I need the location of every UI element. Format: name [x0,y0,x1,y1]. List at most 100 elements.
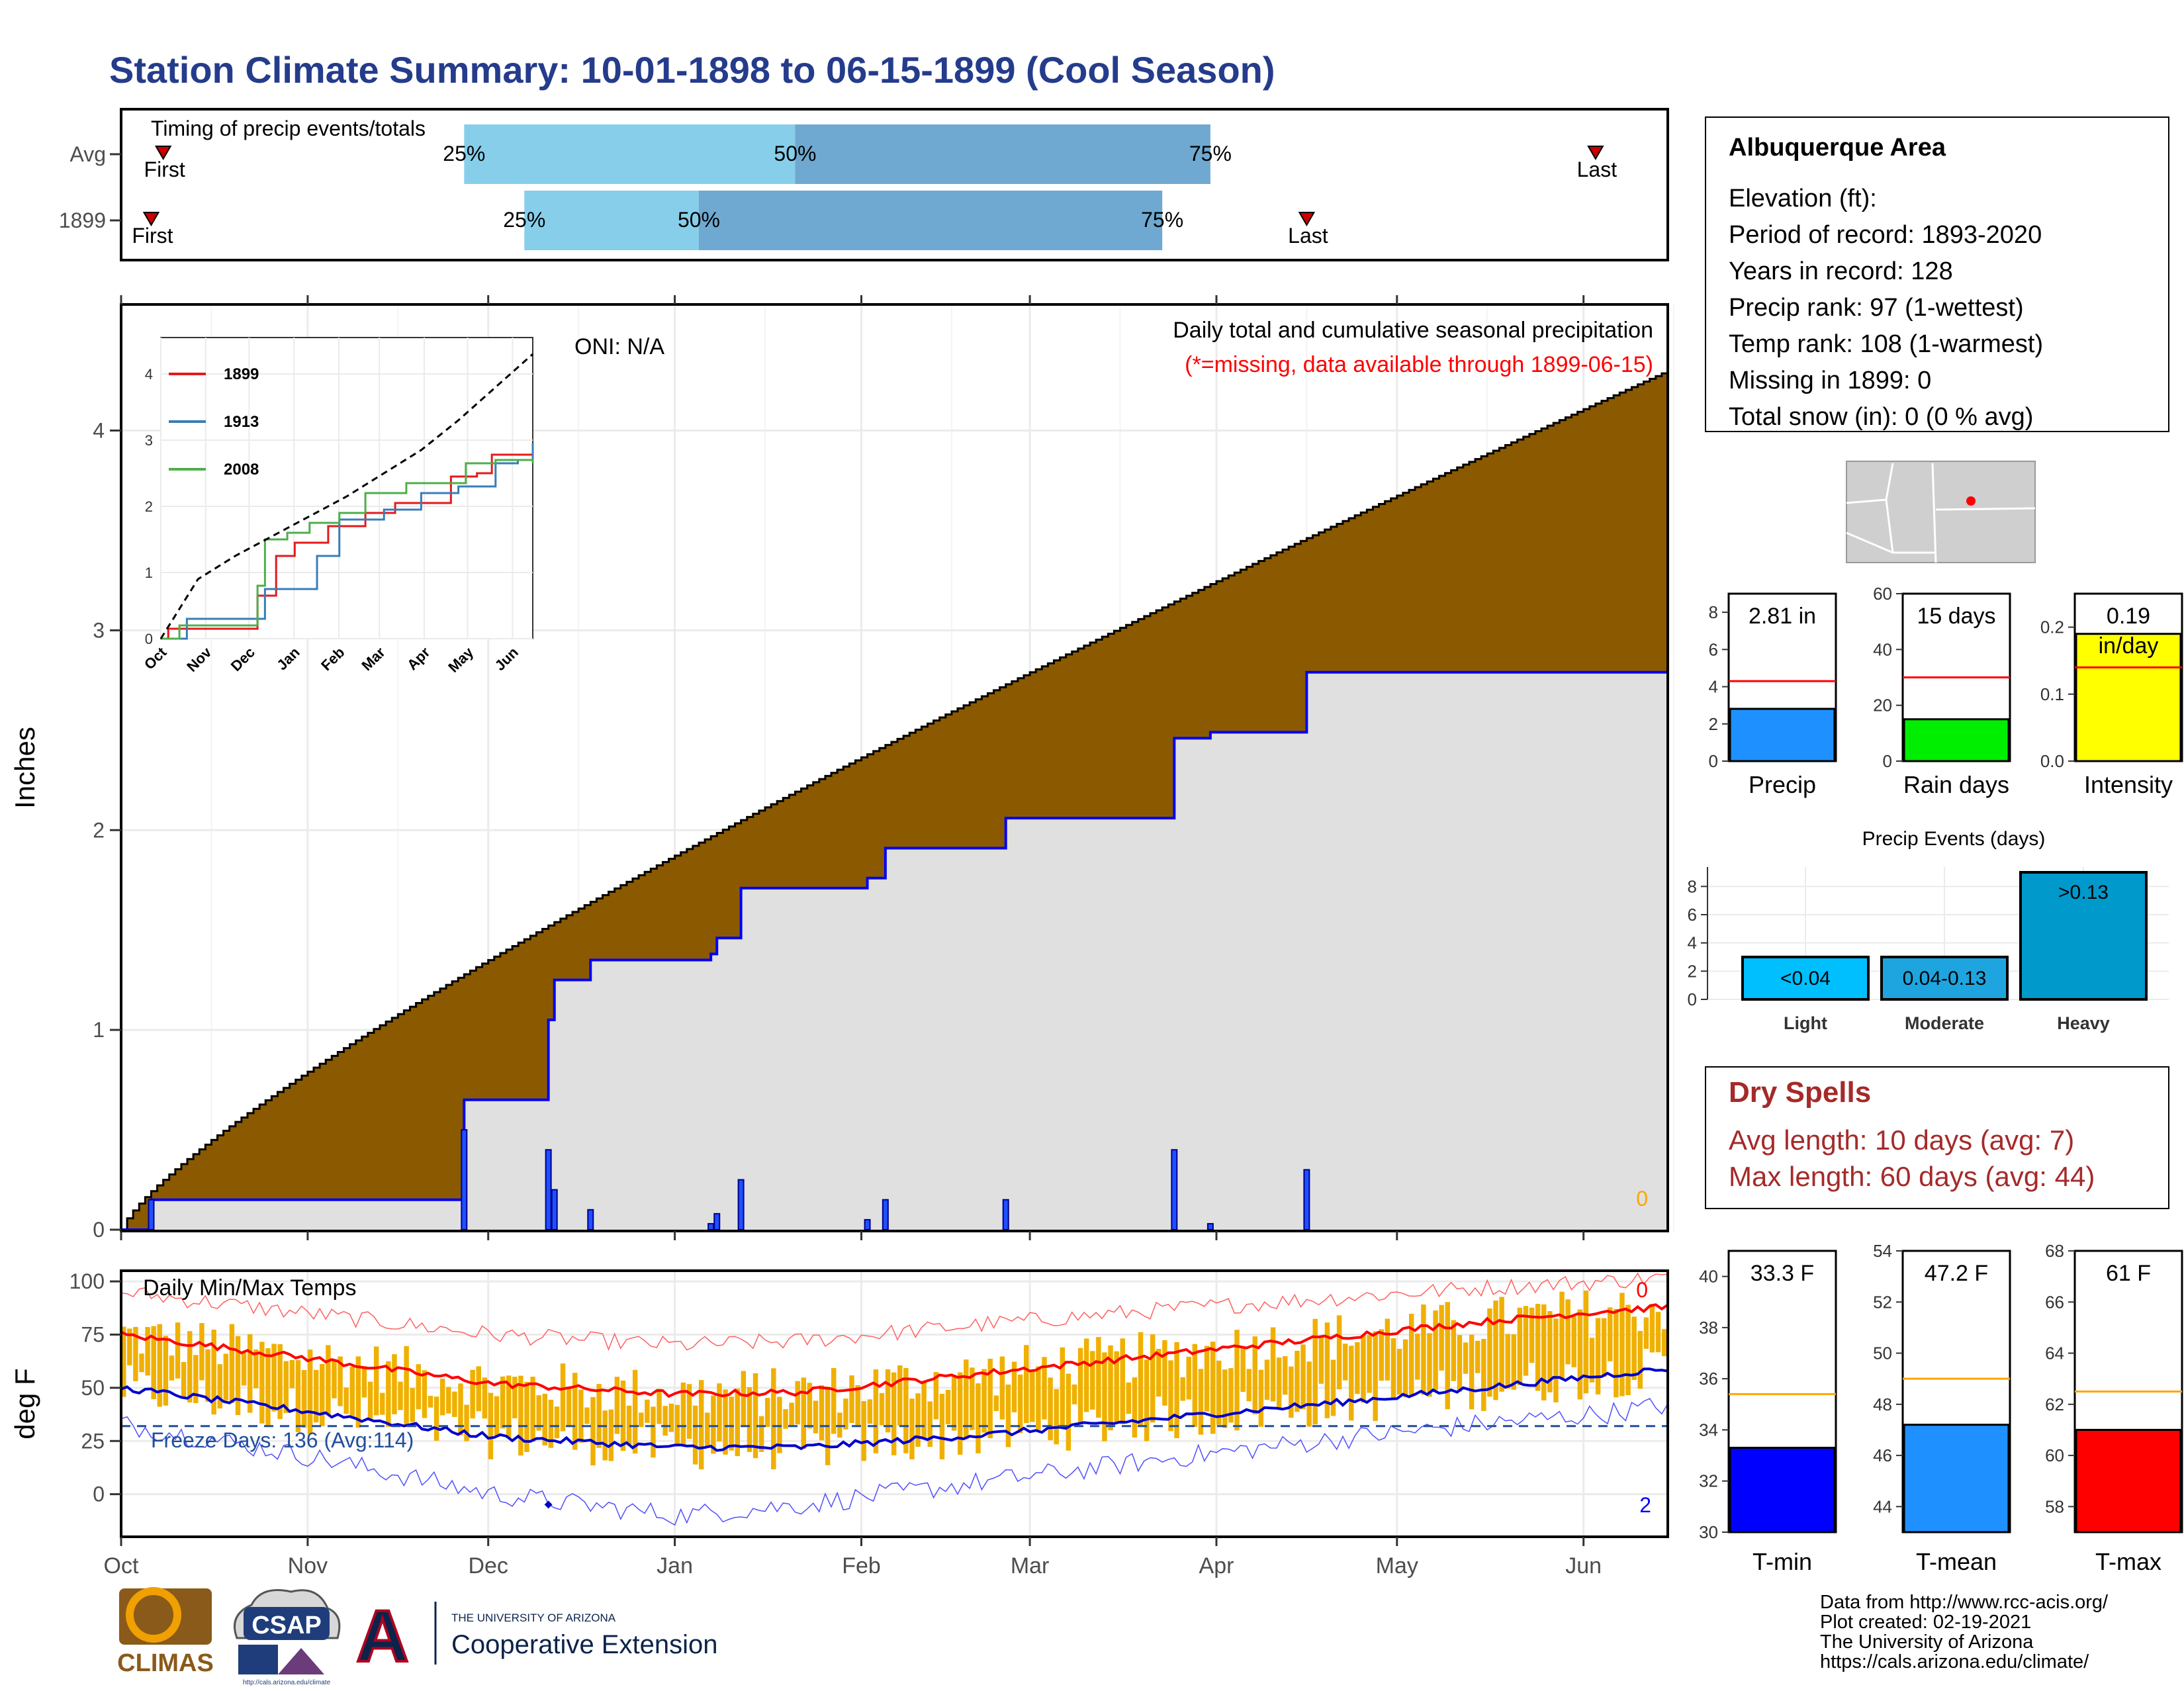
daily-temp-bar [1162,1340,1167,1406]
summary-panel-name: T-mean [1916,1548,1997,1575]
temp-lines [120,1272,1669,1526]
daily-temp-bars [121,1290,1667,1470]
precip-y-axis-label: Inches [9,727,40,809]
daily-temp-bar [392,1354,397,1414]
page-title: Station Climate Summary: 10-01-1898 to 0… [109,49,1275,91]
daily-temp-bar [271,1344,277,1412]
daily-temp-bar [506,1375,512,1438]
daily-temp-bar [1324,1322,1330,1418]
daily-temp-bar [1661,1329,1667,1357]
info-frame [1705,116,2169,432]
daily-temp-bar [729,1396,734,1451]
events-category-label: Heavy [2057,1013,2110,1033]
daily-precip-bar [1206,1222,1214,1231]
inset-y-tick-label: 4 [145,366,153,383]
summary-panel-y-tick-label: 68 [2045,1241,2064,1261]
daily-temp-bar [1156,1348,1161,1397]
daily-temp-bar [1481,1338,1486,1411]
daily-temp-bar [1571,1316,1576,1367]
summary-panel-name: Intensity [2084,771,2173,798]
timing-first-marker [154,146,172,160]
daily-temp-bar [283,1361,289,1413]
daily-temp-bar [1252,1336,1258,1415]
summary-panel-y-tick-label: 36 [1699,1369,1718,1389]
events-y-tick-label: 6 [1688,905,1697,925]
daily-temp-bar [1306,1361,1312,1427]
daily-temp-bar [1102,1352,1107,1441]
temp-y-tick-label: 25 [81,1429,105,1453]
daily-precip-bar [1303,1169,1310,1231]
daily-temp-bar [957,1372,963,1455]
inset-series-1899 [161,453,534,640]
daily-temp-bar [289,1359,295,1389]
temp-summary-panels: 30 32 34 36 38 40 33.3 F T-min 44 46 48 50 52 54 47.2 … [1699,1241,2183,1575]
precip-events-chart: Precip Events (days) 0 2 4 6 8 <0.04 Light 0.04-… [1688,828,2169,1033]
daily-temp-bar [211,1330,216,1415]
summary-panel-y-tick-label: 66 [2045,1292,2064,1312]
daily-temp-bar [1174,1342,1179,1439]
daily-temp-bar [1499,1297,1504,1392]
daily-temp-bar [175,1322,181,1379]
daily-temp-bar [909,1398,915,1460]
timing-bar-50-75 [698,191,1163,250]
daily-temp-bar [1144,1359,1150,1441]
daily-temp-bar [626,1405,632,1446]
daily-temp-bar [422,1370,428,1418]
daily-temp-bar [1270,1327,1276,1402]
daily-temp-bar [1138,1332,1144,1426]
summary-panel-name: T-max [2095,1548,2161,1575]
events-category-label: Moderate [1905,1013,1984,1033]
daily-temp-bar [1565,1299,1570,1365]
climas-logo-text: CLIMAS [117,1649,214,1677]
daily-temp-bar [512,1377,518,1418]
info-line-missing: Missing in 1899: 0 [1729,367,1931,394]
avg-max-line [120,1303,1669,1398]
daily-temp-bar [1421,1304,1426,1395]
daily-temp-bar [1042,1357,1047,1420]
summary-panel-bar [1903,718,2010,762]
ua-a-letter: A [356,1596,408,1677]
daily-temp-bar [1361,1334,1366,1403]
csap-logo-text: CSAP [251,1612,322,1639]
daily-temp-bar [1390,1338,1396,1398]
timing-row-label: 1899 [59,208,106,232]
daily-temp-bar [1553,1318,1559,1402]
month-label-Dec: Dec [468,1553,508,1578]
daily-temp-bar [1342,1344,1348,1381]
temp-chart: 0 25 50 75 100 Oct Nov Dec Jan Feb Mar Apr May Jun de… [9,1269,1669,1578]
daily-temp-bar [1608,1307,1613,1361]
temp-y-axis-label: deg F [9,1368,40,1439]
dry-spells-frame [1705,1066,2169,1209]
daily-temp-bar [1541,1304,1547,1400]
summary-panel-y-tick-label: 4 [1709,677,1718,697]
daily-temp-bar [1595,1318,1601,1394]
events-bar-label: 0.04-0.13 [1903,968,1987,989]
temp-axes: 0 25 50 75 100 Oct Nov Dec Jan Feb Mar Apr May Jun [69,1269,1602,1578]
summary-panel-y-tick-label: 20 [1873,696,1892,715]
daily-temp-bar [1289,1366,1294,1418]
footer-line-created: Plot created: 02-19-2021 [1820,1612,2031,1633]
daily-temp-bar [1330,1359,1336,1416]
month-label-Mar: Mar [1011,1553,1050,1578]
daily-temp-bar [1511,1334,1517,1390]
daily-temp-bar [265,1348,271,1426]
summary-panel-y-tick-label: 32 [1699,1471,1718,1491]
climas-logo-sun [126,1587,181,1643]
daily-temp-bar [1077,1348,1083,1422]
footer-line-url: https://cals.arizona.edu/climate/ [1820,1651,2089,1672]
timing-last-label: Last [1577,158,1617,181]
observed-cumulative-line [121,670,1668,1231]
summary-panel-value-label: 0.19 [2107,604,2150,629]
summary-panel-y-tick-label: 60 [1873,584,1892,604]
precip-y-tick-label: 2 [93,818,105,842]
station-location-dot [1966,496,1976,506]
daily-temp-bar [993,1395,999,1411]
ua-extension-logo: A THE UNIVERSITY OF ARIZONA Cooperative … [355,1594,717,1678]
daily-temp-bar [530,1377,535,1442]
timing-bar-50-75 [795,124,1210,184]
daily-temp-bar [482,1377,488,1419]
daily-temp-bar [458,1383,463,1436]
daily-temp-bar [764,1398,770,1427]
events-title: Precip Events (days) [1862,828,2046,850]
